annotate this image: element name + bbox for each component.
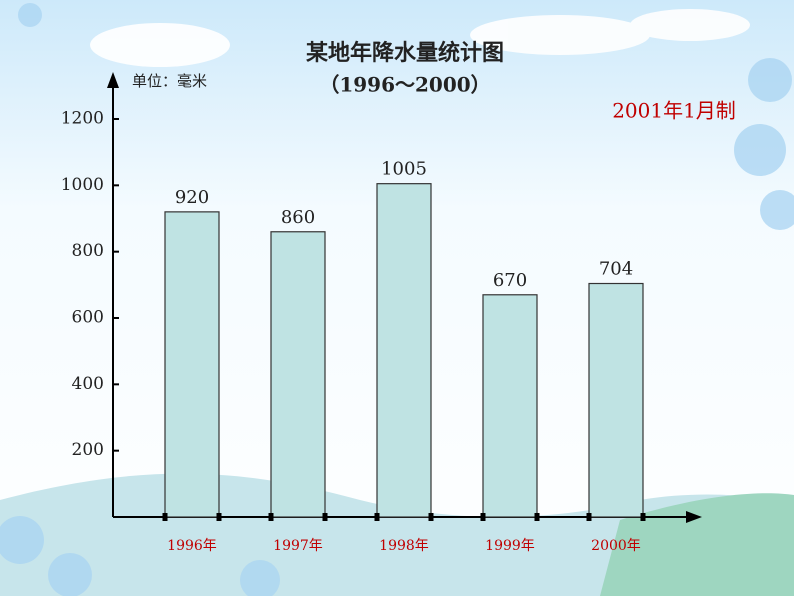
x-tick-label: 1996年 (167, 538, 217, 554)
axis-node (162, 513, 168, 521)
chart-subtitle: （1996～2000） (319, 73, 490, 97)
y-axis-arrow (107, 72, 119, 88)
x-tick-label: 1999年 (485, 538, 535, 554)
axis-node (428, 513, 434, 521)
bar (482, 294, 538, 518)
y-tick-label: 1000 (61, 175, 104, 195)
x-axis-arrow (686, 511, 702, 523)
value-label: 1005 (381, 159, 427, 180)
flowers (0, 3, 794, 596)
axis-node (640, 513, 646, 521)
hill (600, 493, 794, 596)
x-tick-label: 1997年 (273, 538, 323, 554)
bar (376, 183, 432, 518)
value-label: 860 (281, 207, 315, 228)
axis-node (216, 513, 222, 521)
axis-node (480, 513, 486, 521)
bar (164, 211, 220, 518)
value-label: 704 (599, 259, 633, 280)
x-tick-label: 1998年 (379, 538, 429, 554)
axis-node (534, 513, 540, 521)
clouds (90, 9, 750, 67)
axis-node (586, 513, 592, 521)
value-label: 670 (493, 270, 527, 291)
y-tick-label: 200 (72, 440, 104, 460)
bar (270, 231, 326, 518)
y-tick-label: 1200 (61, 109, 104, 129)
chart-title: 某地年降水量统计图 (306, 40, 504, 66)
unit-label: 单位：毫米 (132, 72, 207, 90)
value-label: 920 (175, 187, 209, 208)
axis-node (322, 513, 328, 521)
axis-node (268, 513, 274, 521)
y-tick-label: 400 (72, 374, 104, 394)
y-tick-label: 600 (72, 308, 104, 328)
y-tick-label: 800 (72, 241, 104, 261)
bar (588, 282, 644, 518)
x-tick-label: 2000年 (591, 538, 641, 554)
axis-node (374, 513, 380, 521)
annotation: 2001年1月制 (612, 99, 736, 123)
